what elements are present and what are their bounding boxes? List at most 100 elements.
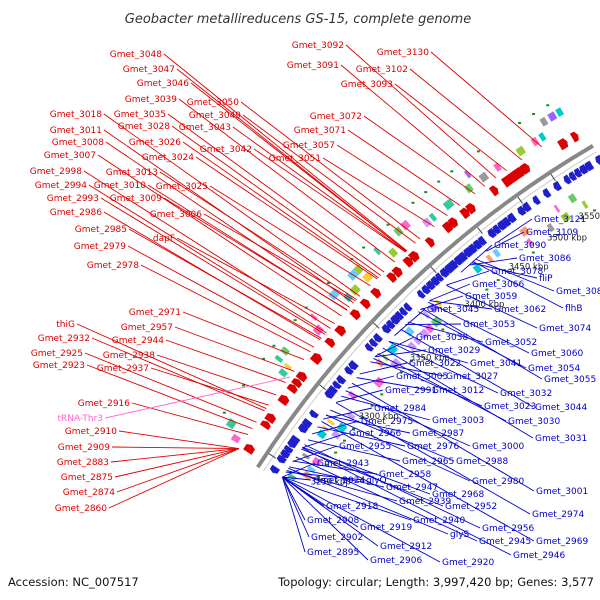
feature-block [428,212,438,222]
reverse-gene-arrow [301,418,313,429]
forward-gene-label: dapF [153,234,175,244]
reverse-gene-label: Gmet_3087 [556,287,600,297]
forward-leader-line [163,197,348,311]
map-title: Geobacter metallireducens GS-15, complet… [125,12,471,27]
forward-leader-line [363,115,476,195]
marker-dot [342,439,346,442]
reverse-gene-arrow [416,289,426,299]
reverse-leader-line [388,341,499,394]
reverse-gene-label: Gmet_2912 [380,542,432,552]
reverse-gene-label: Gmet_2902 [311,533,363,543]
forward-leader-line [203,213,356,302]
label-leader-lines [76,44,564,563]
forward-gene-label: Gmet_3071 [294,126,346,136]
reverse-gene-label: Gmet_2919 [360,523,412,533]
reverse-gene-label: Gmet_3054 [528,364,580,374]
reverse-leader-line [288,467,449,535]
forward-leader-line [111,446,239,450]
feature-block [485,254,494,263]
forward-gene-arrow [407,250,420,263]
marker-dot [327,282,331,285]
reverse-leader-line [281,476,310,538]
reverse-gene-label: Gmet_3121 [534,215,586,225]
forward-gene-label: Gmet_2985 [75,225,127,235]
reverse-gene-arrow [435,272,445,282]
feature-block [418,328,430,340]
reverse-gene-label: flhB [565,304,583,314]
feature-block [472,263,483,274]
forward-gene-label: Gmet_3051 [269,154,321,164]
reverse-gene-label: Gmet_2966 [349,429,401,439]
reverse-gene-arrow [573,167,583,178]
reverse-gene-label: Gmet_3086 [519,254,571,264]
tick-label: 3350 kbp [410,353,450,363]
forward-leader-line [97,154,342,317]
feature-block [287,472,297,481]
feature-block [478,171,490,183]
marker-dot [518,122,522,125]
forward-leader-line [174,326,295,372]
marker-dot [531,251,535,254]
forward-leader-line [253,148,406,253]
reverse-leader-line [377,353,507,422]
reverse-leader-line [446,284,538,329]
forward-gene-arrow [519,162,531,175]
reverse-gene-label: Gmet_2975 [361,417,413,427]
reverse-leader-line [329,409,455,462]
forward-gene-label: Gmet_3007 [44,151,96,161]
forward-gene-label: Gmet_3013 [106,168,158,178]
forward-leader-line [114,448,239,478]
reverse-gene-label: Gmet_3001 [536,487,588,497]
reverse-leader-line [326,414,471,482]
reverse-leader-line [388,341,469,364]
feature-block [424,323,435,334]
marker-dot [410,360,414,363]
reverse-gene-arrow [280,448,291,459]
forward-gene-label: Gmet_3072 [310,112,362,122]
forward-gene-label: Gmet_2944 [112,336,164,346]
marker-dot [593,209,597,212]
marker-dot [399,371,403,374]
rna-leader-line [104,376,291,419]
reverse-gene-arrow [373,332,383,343]
forward-gene-label: Gmet_2932 [38,334,90,344]
forward-gene-label: Gmet_3047 [123,65,175,75]
forward-leader-line [240,101,421,240]
reverse-gene-label: Gmet_3109 [526,228,578,238]
reverse-leader-line [356,377,431,391]
feature-block [331,430,342,440]
feature-block [430,315,443,328]
forward-leader-line [156,354,277,396]
reverse-gene-label: Gmet_2976 [407,442,459,452]
feature-block [412,336,422,346]
forward-leader-line [116,448,239,493]
reverse-gene-arrow [449,259,459,270]
feature-block [463,170,472,179]
forward-gene-label: Gmet_2979 [74,242,126,252]
forward-gene-arrow [277,394,290,406]
forward-gene-arrow [402,256,414,268]
reverse-leader-line [374,349,427,358]
reverse-gene-label: glyS [450,530,470,540]
reverse-gene-arrow [324,388,336,399]
forward-gene-label: Gmet_3010 [94,181,146,191]
feature-block [555,107,565,117]
reverse-gene-label: Gmet_3055 [544,375,596,385]
reverse-gene-arrow [595,154,600,165]
reverse-gene-label: Gmet_3005 [396,372,448,382]
feature-block [230,433,241,444]
feature-block [349,284,361,296]
forward-gene-label: Gmet_2986 [50,208,102,218]
reverse-gene-label: Gmet_3030 [508,417,560,427]
forward-gene-label: Gmet_2993 [47,194,99,204]
forward-gene-arrow [309,352,323,366]
forward-gene-arrow [513,166,525,179]
backbone-circle [256,144,594,469]
forward-gene-arrow [334,325,347,337]
reverse-leader-line [347,375,395,389]
reverse-gene-label: Gmet_3031 [535,434,587,444]
forward-gene-label: Gmet_2874 [63,488,115,498]
reverse-gene-label: fliP [539,274,553,284]
reverse-gene-arrow [579,164,589,175]
forward-gene-label: Gmet_2916 [78,399,130,409]
